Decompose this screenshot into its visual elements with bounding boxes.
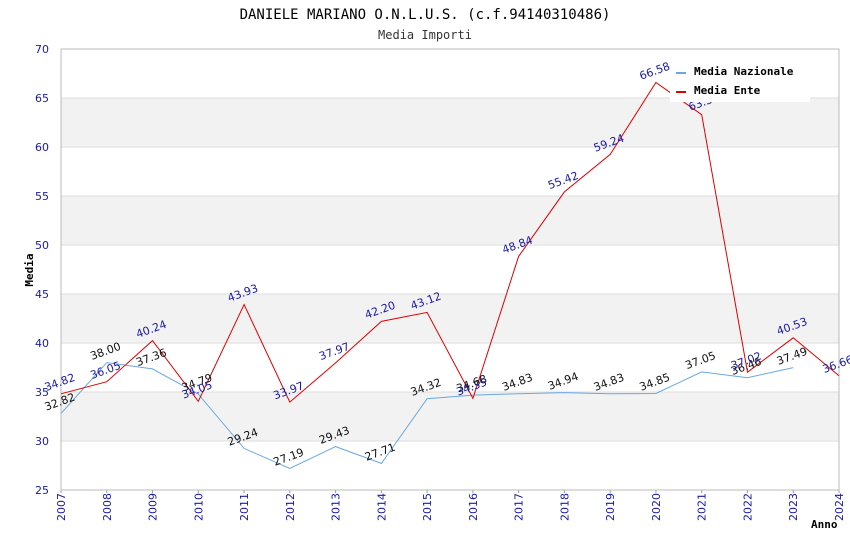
plot-band [61,196,839,245]
y-tick-label: 55 [35,190,49,203]
plot-bands [61,98,839,441]
x-tick-label: 2008 [101,493,114,521]
x-tick-label: 2017 [513,493,526,521]
y-tick-label: 35 [35,386,49,399]
x-tick-label: 2022 [741,493,754,521]
y-tick-label: 65 [35,92,49,105]
y-axis-label: Media [23,253,36,286]
x-axis-ticks: 2007 2008 2009 2010 2011 2012 2013 2014 2015 2016… [55,493,846,521]
x-tick-label: 2016 [467,493,480,521]
plot-border [60,48,840,491]
chart-subtitle: Media Importi [378,28,472,42]
x-tick-label: 2019 [604,493,617,521]
x-tick-label: 2021 [696,493,709,521]
y-tick-label: 45 [35,288,49,301]
x-tick-label: 2023 [787,493,800,521]
y-tick-label: 60 [35,141,49,154]
series-layer [60,81,840,470]
x-tick-label: 2012 [284,493,297,521]
x-tick-label: 2014 [375,493,388,521]
chart-title: DANIELE MARIANO O.N.L.U.S. (c.f.94140310… [240,7,611,23]
legend-box [670,60,810,102]
x-tick-label: 2024 [833,493,846,521]
y-axis-ticks: 25 30 35 40 45 50 55 60 65 70 [35,43,49,497]
series-line-media-nazionale [60,362,794,470]
plot-band [61,392,839,441]
y-tick-label: 50 [35,239,49,252]
x-tick-label: 2011 [238,493,251,521]
x-tick-label: 2015 [421,493,434,521]
x-tick-label: 2013 [330,493,343,521]
legend-label-media-nazionale: Media Nazionale [694,65,794,78]
legend-label-media-ente: Media Ente [694,84,761,97]
x-axis-label: Anno [811,518,838,531]
y-tick-label: 30 [35,435,49,448]
x-tick-label: 2009 [147,493,160,521]
x-tick-label: 2018 [558,493,571,521]
x-tick-label: 2010 [192,493,205,521]
x-tick-label: 2007 [55,493,68,521]
series-line-media-ente [60,81,840,403]
plot-band [61,294,839,343]
legend: Media Nazionale Media Ente [670,60,810,102]
y-tick-label: 25 [35,484,49,497]
y-tick-label: 70 [35,43,49,56]
x-tick-label: 2020 [650,493,663,521]
y-tick-label: 40 [35,337,49,350]
plot-band [61,98,839,147]
